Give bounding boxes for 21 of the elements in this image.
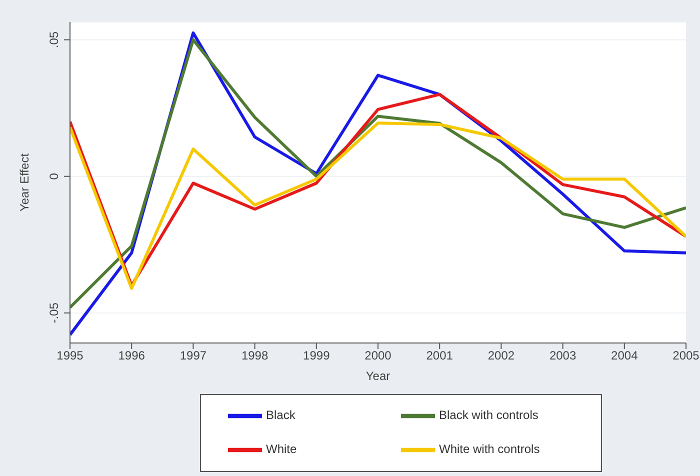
line-series [70,122,686,290]
legend-label: White with controls [439,442,541,456]
legend-label: Black with controls [439,408,540,422]
x-tick-label: 1999 [303,348,330,363]
x-tick-label: 2000 [364,348,392,363]
x-tick-label: 2002 [488,348,515,363]
x-tick-label: 1995 [56,348,84,363]
x-tick-label: 1996 [118,348,146,363]
x-tick-label: 2005 [672,348,700,363]
x-axis-title: Year [366,369,390,383]
x-tick-label: 2003 [549,348,576,363]
x-tick-label: 2004 [611,348,638,363]
x-tick-label: 2001 [426,348,454,363]
legend-label: Black [266,408,296,422]
y-axis-title: Year Effect [17,152,32,212]
y-tick-label: .05 [47,31,61,48]
x-tick-label: 1998 [241,348,268,363]
x-tick-label: 1997 [180,348,207,363]
legend-label: White [266,442,298,456]
y-tick-label: -.05 [47,302,61,324]
y-tick-label: 0 [47,172,61,180]
